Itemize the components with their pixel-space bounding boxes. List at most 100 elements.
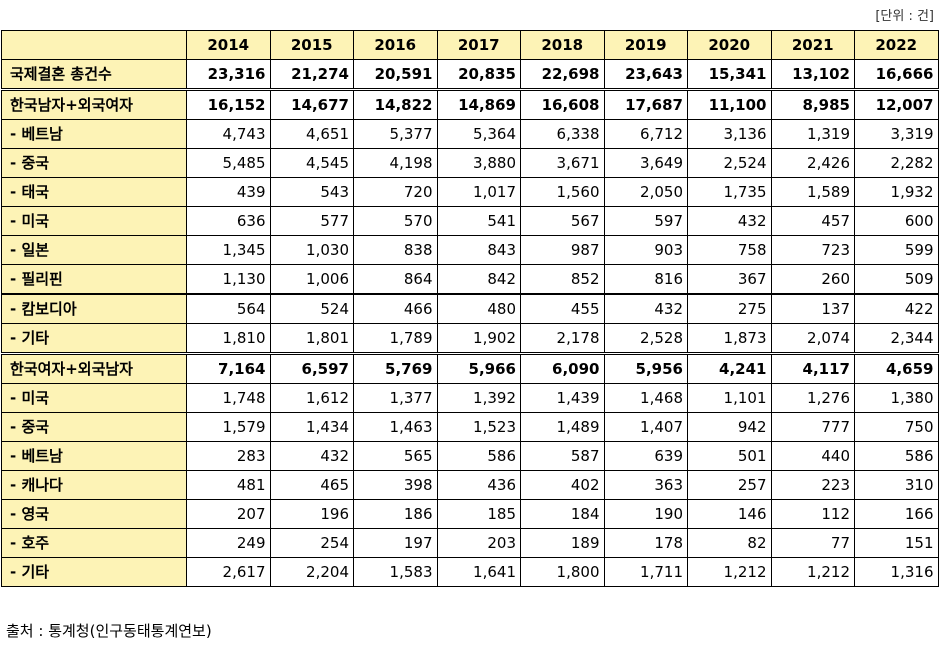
value-cell: 5,377 xyxy=(353,119,438,149)
value-cell: 137 xyxy=(770,293,855,324)
row-label: 국제결혼 총건수 xyxy=(1,59,187,90)
value-cell: 5,485 xyxy=(186,148,271,178)
value-cell: 720 xyxy=(353,177,438,207)
value-cell: 20,591 xyxy=(353,59,438,90)
value-cell: 1,377 xyxy=(353,383,438,413)
row-label: - 미국 xyxy=(1,383,187,413)
value-cell: 4,743 xyxy=(186,119,271,149)
value-cell: 5,966 xyxy=(436,352,521,384)
table-row: - 영국 207 196 186 185 184 190 146 112 166 xyxy=(1,499,939,529)
value-cell: 1,932 xyxy=(854,177,939,207)
value-cell: 260 xyxy=(770,264,855,295)
value-cell: 465 xyxy=(269,470,354,500)
value-cell: 1,439 xyxy=(520,383,605,413)
value-cell: 3,136 xyxy=(687,119,772,149)
row-label: - 기타 xyxy=(1,323,187,354)
value-cell: 597 xyxy=(603,206,688,236)
value-cell: 190 xyxy=(603,499,688,529)
value-cell: 2,204 xyxy=(269,557,354,587)
value-cell: 16,152 xyxy=(186,88,271,120)
value-cell: 14,822 xyxy=(353,88,438,120)
value-cell: 1,463 xyxy=(353,412,438,442)
value-cell: 363 xyxy=(603,470,688,500)
value-cell: 283 xyxy=(186,441,271,471)
year-header: 2020 xyxy=(687,30,772,60)
value-cell: 16,608 xyxy=(520,88,605,120)
value-cell: 440 xyxy=(770,441,855,471)
value-cell: 1,316 xyxy=(854,557,939,587)
value-cell: 842 xyxy=(436,264,521,295)
table-row: - 호주 249 254 197 203 189 178 82 77 151 xyxy=(1,528,939,558)
value-cell: 1,589 xyxy=(770,177,855,207)
value-cell: 398 xyxy=(353,470,438,500)
value-cell: 275 xyxy=(687,293,772,324)
value-cell: 501 xyxy=(687,441,772,471)
table-row: - 캄보디아 564 524 466 480 455 432 275 137 422 xyxy=(1,293,939,324)
value-cell: 758 xyxy=(687,235,772,265)
value-cell: 777 xyxy=(770,412,855,442)
value-cell: 1,130 xyxy=(186,264,271,295)
value-cell: 1,583 xyxy=(353,557,438,587)
value-cell: 457 xyxy=(770,206,855,236)
value-cell: 639 xyxy=(603,441,688,471)
value-cell: 750 xyxy=(854,412,939,442)
value-cell: 1,748 xyxy=(186,383,271,413)
table-row: - 베트남 4,743 4,651 5,377 5,364 6,338 6,712 3,136… xyxy=(1,119,939,149)
table-row: - 기타 2,617 2,204 1,583 1,641 1,800 1,711 1,212 1… xyxy=(1,557,939,587)
value-cell: 254 xyxy=(269,528,354,558)
year-header: 2016 xyxy=(353,30,438,60)
table-row: - 중국 1,579 1,434 1,463 1,523 1,489 1,407 942 777… xyxy=(1,412,939,442)
value-cell: 16,666 xyxy=(854,59,939,90)
value-cell: 1,489 xyxy=(520,412,605,442)
value-cell: 600 xyxy=(854,206,939,236)
value-cell: 5,364 xyxy=(436,119,521,149)
value-cell: 843 xyxy=(436,235,521,265)
value-cell: 4,651 xyxy=(269,119,354,149)
value-cell: 178 xyxy=(603,528,688,558)
value-cell: 189 xyxy=(520,528,605,558)
source-note: 출처 : 통계청(인구동태통계연보) xyxy=(6,622,212,640)
value-cell: 1,407 xyxy=(603,412,688,442)
value-cell: 4,198 xyxy=(353,148,438,178)
value-cell: 203 xyxy=(436,528,521,558)
row-label: - 일본 xyxy=(1,235,187,265)
value-cell: 402 xyxy=(520,470,605,500)
row-label: - 베트남 xyxy=(1,119,187,149)
value-cell: 1,276 xyxy=(770,383,855,413)
value-cell: 480 xyxy=(436,293,521,324)
value-cell: 1,319 xyxy=(770,119,855,149)
row-label: - 캄보디아 xyxy=(1,293,187,324)
value-cell: 257 xyxy=(687,470,772,500)
value-cell: 903 xyxy=(603,235,688,265)
value-cell: 2,524 xyxy=(687,148,772,178)
value-cell: 816 xyxy=(603,264,688,295)
value-cell: 2,426 xyxy=(770,148,855,178)
row-label: - 캐나다 xyxy=(1,470,187,500)
value-cell: 567 xyxy=(520,206,605,236)
value-cell: 20,835 xyxy=(436,59,521,90)
value-cell: 151 xyxy=(854,528,939,558)
value-cell: 1,801 xyxy=(269,323,354,354)
row-label: - 중국 xyxy=(1,148,187,178)
value-cell: 481 xyxy=(186,470,271,500)
value-cell: 1,212 xyxy=(770,557,855,587)
row-label: - 영국 xyxy=(1,499,187,529)
row-label: - 태국 xyxy=(1,177,187,207)
total-row: 한국여자+외국남자 7,164 6,597 5,769 5,966 6,090 5,956 4… xyxy=(1,352,939,384)
value-cell: 942 xyxy=(687,412,772,442)
value-cell: 6,090 xyxy=(520,352,605,384)
value-cell: 541 xyxy=(436,206,521,236)
value-cell: 1,523 xyxy=(436,412,521,442)
value-cell: 14,677 xyxy=(269,88,354,120)
value-cell: 1,468 xyxy=(603,383,688,413)
value-cell: 2,344 xyxy=(854,323,939,354)
table-row: - 일본 1,345 1,030 838 843 987 903 758 723 599 xyxy=(1,235,939,265)
value-cell: 422 xyxy=(854,293,939,324)
header-corner-cell xyxy=(1,30,187,60)
year-header: 2014 xyxy=(186,30,271,60)
row-label: - 기타 xyxy=(1,557,187,587)
table-row: - 베트남 283 432 565 586 587 639 501 440 586 xyxy=(1,441,939,471)
value-cell: 2,178 xyxy=(520,323,605,354)
value-cell: 439 xyxy=(186,177,271,207)
value-cell: 77 xyxy=(770,528,855,558)
